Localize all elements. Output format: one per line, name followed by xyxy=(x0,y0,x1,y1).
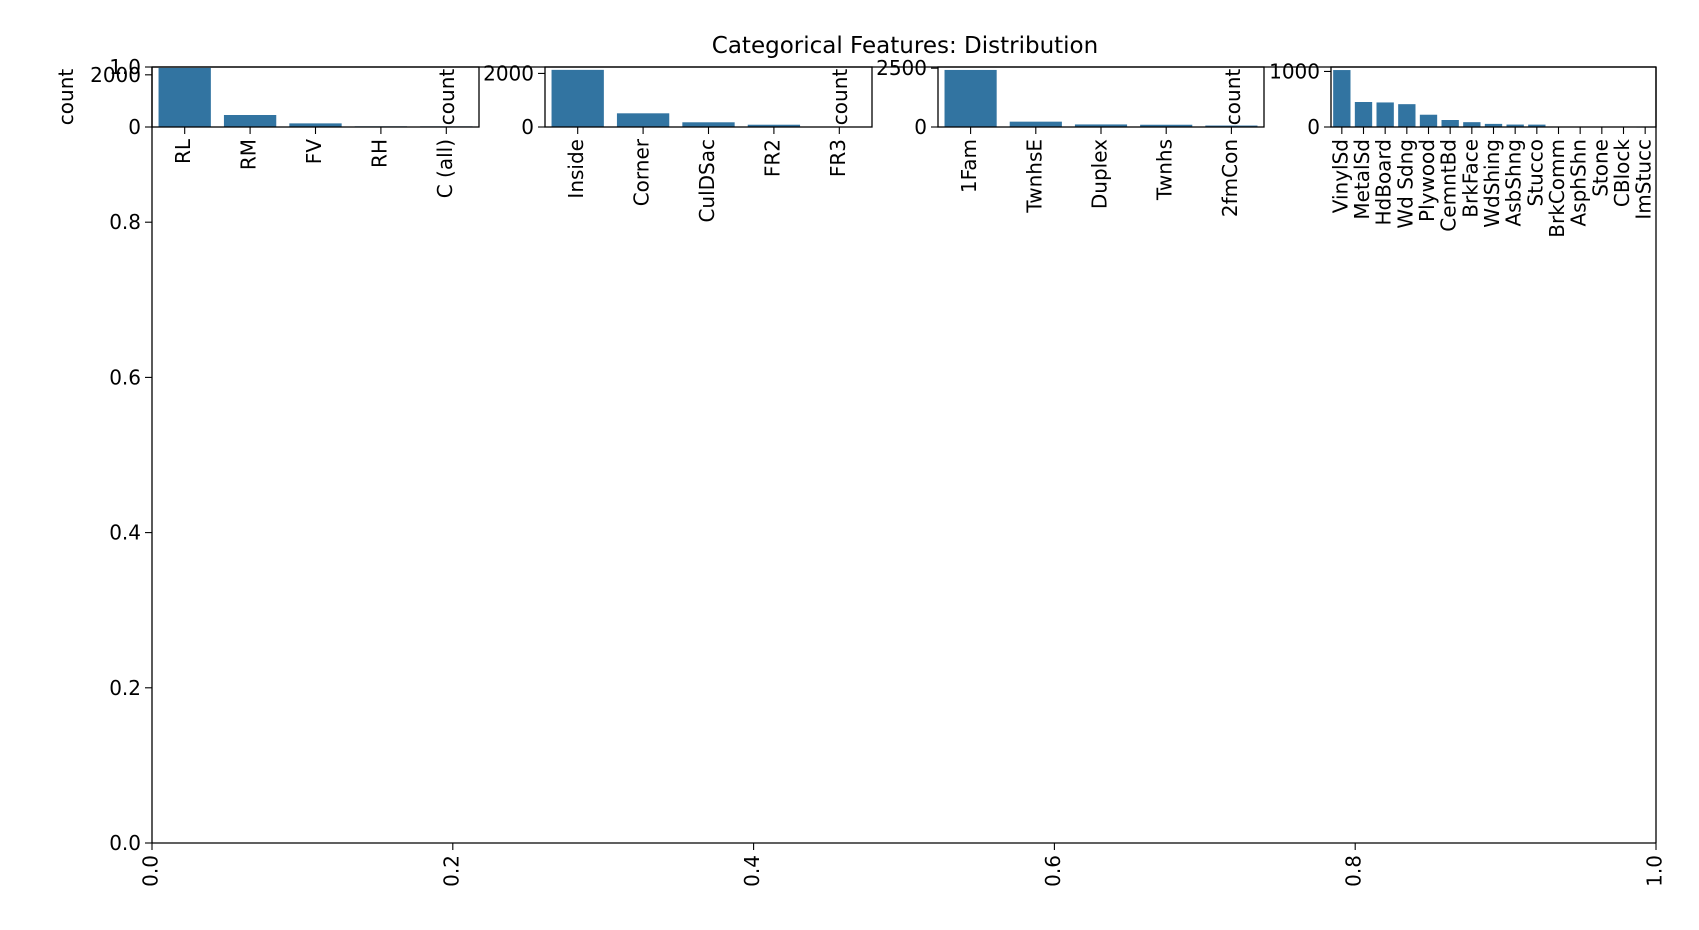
bg-x-tick-label: 1.0 xyxy=(1643,855,1667,887)
category-label: 2fmCon xyxy=(1218,139,1242,217)
y-tick-label: 0 xyxy=(521,115,534,139)
category-label: Stone xyxy=(1588,139,1612,197)
bar-1fam xyxy=(944,69,997,127)
category-label: Plywood xyxy=(1415,139,1439,222)
category-label: Inside xyxy=(564,139,588,199)
bar-brkface xyxy=(1463,122,1481,127)
category-label: RM xyxy=(237,139,261,170)
category-label: BrkFace xyxy=(1458,139,1482,218)
category-label: CBlock xyxy=(1610,139,1634,207)
subplot-frame xyxy=(937,66,1265,128)
category-label: TwnhsE xyxy=(1022,139,1046,214)
category-label: FR2 xyxy=(760,139,784,177)
y-axis-label: count xyxy=(1221,69,1245,126)
category-label: CemntBd xyxy=(1437,139,1461,232)
bg-x-tick-label: 0.6 xyxy=(1041,855,1065,887)
subplot-3: 1Fam TwnhsE Duplex Twnhs 2fmCon 0 2500 count xyxy=(828,56,1265,217)
bg-y-tick-label: 0.6 xyxy=(109,365,141,389)
subplot-frame xyxy=(544,66,873,128)
category-label: Corner xyxy=(630,138,654,206)
category-label: FV xyxy=(302,139,326,165)
background-axes: 0.0 0.2 0.4 0.6 0.8 1.0 0.0 0.2 0.4 0.6 0.8 1.0 xyxy=(109,55,1666,887)
bg-x-tick-label: 0.0 xyxy=(139,855,163,887)
category-label: AsbShng xyxy=(1502,139,1526,227)
category-label: ImStucc xyxy=(1632,139,1656,220)
bar-rm xyxy=(223,115,277,127)
y-tick-label: 2000 xyxy=(90,63,141,87)
bar-inside xyxy=(551,69,604,127)
bar-metalsd xyxy=(1354,102,1373,127)
bg-y-tick-label: 1.0 xyxy=(109,55,141,79)
chart-title: Categorical Features: Distribution xyxy=(712,33,1098,59)
bg-y-tick-label: 0.0 xyxy=(109,831,141,855)
y-tick-label: 0 xyxy=(914,115,927,139)
bar-wdshing xyxy=(1484,123,1503,127)
subplot-1: RL RM FV RH C (all) 0 2000 count xyxy=(54,63,480,198)
category-label: Stucco xyxy=(1523,139,1547,206)
bar-wd-sdng xyxy=(1398,104,1416,127)
category-label: FR3 xyxy=(826,139,850,177)
category-label: HdBoard xyxy=(1372,139,1396,226)
bar-2fmcon xyxy=(1205,125,1258,127)
category-label: Twnhs xyxy=(1153,139,1177,201)
y-tick-label: 0 xyxy=(1307,115,1320,139)
category-label: 1Fam xyxy=(957,139,981,193)
bg-x-tick-label: 0.2 xyxy=(439,855,463,887)
bg-x-tick-label: 0.4 xyxy=(740,855,764,887)
y-tick-label: 2000 xyxy=(483,61,534,85)
category-label: Duplex xyxy=(1088,139,1112,209)
bar-cemntbd xyxy=(1441,120,1459,127)
category-label: RH xyxy=(367,139,391,168)
bar-vinylsd xyxy=(1333,70,1351,127)
category-label: Wd Sdng xyxy=(1393,139,1417,229)
category-label: AsphShn xyxy=(1567,139,1591,227)
bar-hdboard xyxy=(1376,102,1394,127)
category-label: VinylSd xyxy=(1328,139,1352,213)
category-label: BrkComm xyxy=(1545,139,1569,238)
bar-asbshng xyxy=(1506,124,1524,127)
y-tick-label: 2500 xyxy=(876,56,927,80)
category-label: C (all) xyxy=(433,139,457,198)
bar-panels: RL RM FV RH C (all) 0 2000 count Inside Corner Cul… xyxy=(54,56,1657,238)
bar-rl xyxy=(158,67,211,127)
bar-twnhs xyxy=(1140,124,1193,127)
bar-plywood xyxy=(1419,114,1438,127)
bg-y-tick-label: 0.2 xyxy=(109,676,141,700)
category-label: CulDSac xyxy=(695,139,719,223)
bar-twnhse xyxy=(1009,121,1062,127)
y-tick-label: 0 xyxy=(128,115,141,139)
y-tick-label: 1000 xyxy=(1269,59,1320,83)
y-axis-label: count xyxy=(828,69,852,126)
category-label: WdShing xyxy=(1480,139,1504,228)
bar-fv xyxy=(289,123,342,127)
category-label: RL xyxy=(171,138,195,164)
bg-x-tick-label: 0.8 xyxy=(1342,855,1366,887)
bar-duplex xyxy=(1074,124,1128,127)
y-axis-label: count xyxy=(435,69,459,126)
bar-fr2 xyxy=(747,124,801,127)
subplot-frame xyxy=(151,66,480,128)
bar-culdsac xyxy=(682,122,735,127)
subplot-2: Inside Corner CulDSac FR2 FR3 0 2000 count xyxy=(435,61,873,223)
y-axis-label: count xyxy=(54,69,78,126)
bar-stucco xyxy=(1528,124,1546,127)
bg-y-tick-label: 0.4 xyxy=(109,521,141,545)
subplot-frame xyxy=(1330,66,1657,128)
category-label: MetalSd xyxy=(1350,139,1374,220)
bar-corner xyxy=(616,113,670,127)
bg-y-tick-label: 0.8 xyxy=(109,210,141,234)
